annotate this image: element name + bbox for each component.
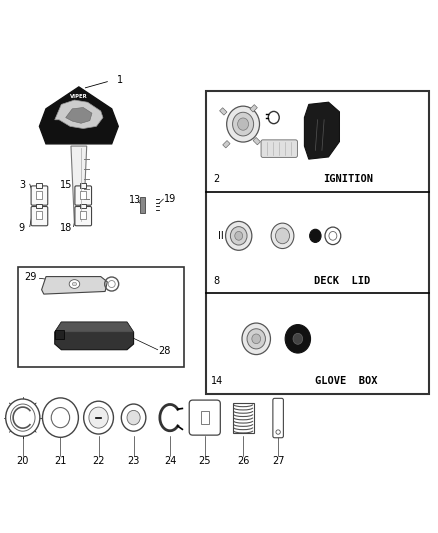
Text: 28: 28 [158, 345, 170, 356]
Text: 9: 9 [19, 223, 25, 233]
Ellipse shape [235, 231, 243, 240]
Text: 29: 29 [25, 272, 37, 282]
Ellipse shape [329, 231, 337, 240]
Text: GLOVE  BOX: GLOVE BOX [315, 376, 377, 386]
FancyBboxPatch shape [31, 186, 48, 205]
Text: 27: 27 [272, 456, 284, 466]
Text: 19: 19 [164, 193, 177, 204]
Ellipse shape [293, 333, 303, 344]
Bar [233, 403, 254, 432]
Polygon shape [42, 277, 107, 294]
FancyBboxPatch shape [75, 206, 92, 226]
Ellipse shape [247, 329, 265, 349]
Text: 25: 25 [199, 456, 211, 466]
Bar [18, 266, 184, 367]
Ellipse shape [72, 282, 77, 286]
Ellipse shape [42, 398, 78, 437]
Bar [55, 330, 64, 339]
Text: 21: 21 [54, 456, 67, 466]
Bar [250, 104, 258, 112]
Bar [206, 91, 429, 393]
Text: II: II [218, 231, 224, 241]
Text: 3: 3 [19, 181, 25, 190]
FancyBboxPatch shape [261, 140, 297, 157]
Ellipse shape [271, 223, 294, 248]
Ellipse shape [325, 227, 341, 245]
Ellipse shape [89, 407, 108, 428]
Ellipse shape [84, 401, 113, 434]
Bar [80, 204, 86, 208]
Ellipse shape [230, 227, 247, 245]
Polygon shape [66, 108, 92, 123]
Ellipse shape [242, 323, 270, 354]
Text: 13: 13 [129, 196, 141, 205]
Text: 2: 2 [214, 174, 220, 184]
Text: 24: 24 [164, 456, 176, 466]
Ellipse shape [268, 111, 279, 124]
Ellipse shape [276, 228, 290, 244]
Bar [36, 204, 42, 208]
Polygon shape [39, 87, 118, 144]
Text: 23: 23 [127, 456, 140, 466]
Text: DECK  LID: DECK LID [314, 276, 370, 286]
Text: 18: 18 [60, 223, 72, 233]
Bar [36, 211, 42, 219]
Ellipse shape [233, 112, 254, 136]
Polygon shape [55, 322, 134, 332]
Bar [36, 191, 42, 199]
Ellipse shape [310, 229, 321, 243]
Bar [219, 108, 227, 115]
Ellipse shape [226, 221, 252, 251]
Bar [80, 183, 86, 188]
Bar [80, 191, 86, 199]
Bar [223, 141, 230, 148]
Text: 8: 8 [214, 276, 220, 286]
FancyBboxPatch shape [273, 398, 283, 438]
FancyBboxPatch shape [31, 206, 48, 226]
Ellipse shape [6, 399, 40, 436]
Text: 22: 22 [92, 456, 105, 466]
Text: IGNITION: IGNITION [323, 174, 373, 184]
Text: 1: 1 [117, 75, 124, 85]
Ellipse shape [11, 404, 35, 431]
Ellipse shape [252, 334, 261, 344]
Polygon shape [71, 146, 87, 225]
Bar [36, 183, 42, 188]
Ellipse shape [51, 408, 70, 427]
Ellipse shape [238, 118, 249, 130]
FancyBboxPatch shape [75, 186, 92, 205]
Polygon shape [304, 102, 339, 159]
Polygon shape [55, 100, 103, 128]
Text: 14: 14 [211, 376, 223, 386]
Polygon shape [55, 322, 134, 350]
Bar [201, 411, 209, 424]
Text: 15: 15 [60, 181, 72, 190]
Bar [80, 211, 86, 219]
Ellipse shape [127, 410, 140, 425]
Circle shape [276, 430, 280, 434]
Ellipse shape [285, 325, 311, 353]
FancyBboxPatch shape [189, 400, 220, 435]
Ellipse shape [121, 404, 146, 431]
Text: 26: 26 [237, 456, 249, 466]
Bar [253, 138, 261, 145]
Ellipse shape [69, 280, 80, 288]
Text: 20: 20 [17, 456, 29, 466]
Ellipse shape [227, 106, 259, 142]
Text: VIPER: VIPER [70, 94, 88, 99]
Bar [140, 197, 145, 213]
